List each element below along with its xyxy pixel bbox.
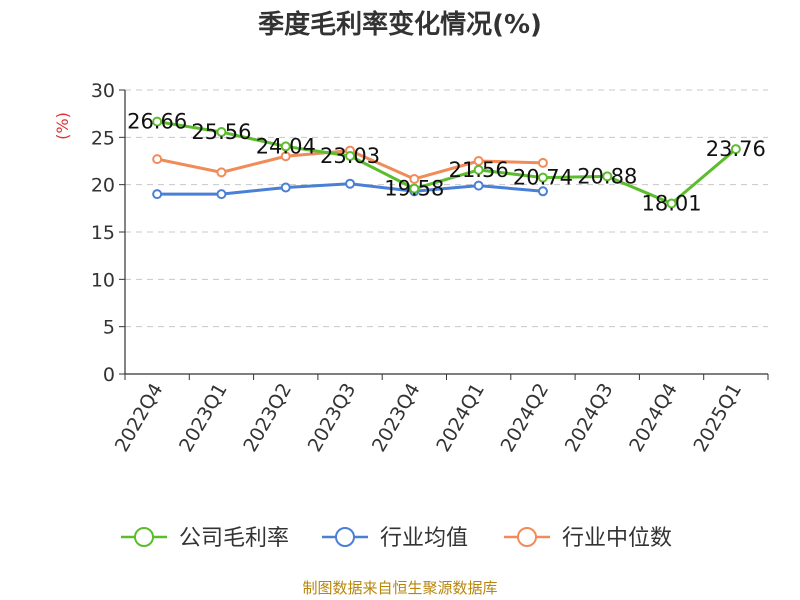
series-2-point-2023Q1: [216, 167, 227, 178]
data-label-2024Q3: 20.88: [577, 164, 637, 188]
series-1-point-2022Q4: [152, 189, 163, 200]
axes: [119, 89, 769, 380]
legend-item-0[interactable]: 公司毛利率: [121, 526, 289, 551]
legend-label-2: 行业中位数: [562, 526, 672, 551]
data-label-2023Q4: 19.58: [384, 177, 444, 201]
series-0-point-2024Q1: [473, 164, 484, 175]
series-1-point-2023Q3: [345, 178, 356, 189]
data-label-2024Q4: 18.01: [641, 192, 701, 216]
x-tick-label-2022Q4: 2022Q4: [111, 380, 168, 456]
series-0-point-2023Q3: [345, 150, 356, 161]
data-label-2025Q1: 23.76: [706, 137, 766, 161]
x-tick-label-2025Q1: 2025Q1: [689, 380, 746, 456]
source-note: 制图数据来自恒生聚源数据库: [302, 579, 497, 597]
y-tick-label-10: 10: [91, 269, 115, 291]
x-tick-label-2023Q3: 2023Q3: [304, 380, 361, 456]
x-tick-label-2024Q1: 2024Q1: [432, 380, 489, 456]
y-tick-labels: 0 5 10 15 20 25 30: [91, 80, 115, 386]
x-tick-label-2024Q2: 2024Q2: [497, 380, 554, 456]
data-label-2024Q1: 21.56: [449, 158, 509, 182]
data-label-2024Q2: 20.74: [513, 166, 573, 190]
series-0-point-2025Q1: [730, 144, 741, 155]
series-2-point-2023Q4: [409, 173, 420, 184]
series-1-point-2023Q2: [280, 182, 291, 193]
data-label-2023Q2: 24.04: [256, 134, 316, 158]
chart-title: 季度毛利率变化情况(%): [258, 9, 542, 40]
x-tick-label-2024Q4: 2024Q4: [625, 380, 682, 456]
x-tick-label-2023Q4: 2023Q4: [368, 380, 425, 456]
legend-item-1[interactable]: 行业均值: [322, 526, 468, 551]
legend-label-1: 行业均值: [380, 526, 468, 551]
y-tick-label-30: 30: [91, 80, 115, 102]
series-0-point-2024Q4: [666, 198, 677, 209]
legend-marker-2: [517, 527, 537, 547]
series-0-point-2023Q2: [280, 141, 291, 152]
y-tick-label-20: 20: [91, 175, 115, 197]
y-tick-label-0: 0: [103, 364, 115, 386]
series-line-0: [156, 120, 737, 206]
series-1-point-2023Q1: [216, 189, 227, 200]
y-axis-label: (%): [53, 112, 72, 140]
y-tick-label-15: 15: [91, 222, 115, 244]
series-2-point-2024Q2: [537, 157, 548, 168]
legend-item-2[interactable]: 行业中位数: [504, 526, 672, 551]
legend-label-0: 公司毛利率: [179, 526, 289, 551]
legend-marker-1: [335, 527, 355, 547]
data-label-2023Q3: 23.03: [320, 144, 380, 168]
series-2-point-2022Q4: [152, 154, 163, 165]
y-tick-label-25: 25: [91, 127, 115, 149]
legend: 公司毛利率 行业均值 行业中位数: [121, 526, 672, 551]
series-group: [152, 116, 741, 209]
data-label-2023Q1: 25.56: [191, 120, 251, 144]
x-tick-label-2023Q2: 2023Q2: [239, 380, 296, 456]
series-1-point-2024Q2: [537, 186, 548, 197]
series-0-point-2023Q4: [409, 183, 420, 194]
legend-marker-0: [134, 527, 154, 547]
x-tick-label-2024Q3: 2024Q3: [561, 380, 618, 456]
data-label-2022Q4: 26.66: [127, 110, 187, 134]
series-1-point-2024Q1: [473, 180, 484, 191]
series-0-point-2024Q2: [537, 172, 548, 183]
y-tick-label-5: 5: [103, 317, 115, 339]
grid-lines: [125, 89, 768, 328]
x-tick-labels: 2022Q4 2023Q1 2023Q2 2023Q3 2023Q4 2024Q1 2024…: [111, 380, 746, 456]
series-0-point-2023Q1: [216, 127, 227, 138]
series-0-point-2024Q3: [602, 171, 613, 182]
series-0-point-2022Q4: [152, 116, 163, 127]
series-2-point-2023Q2: [280, 151, 291, 162]
x-tick-label-2023Q1: 2023Q1: [175, 380, 232, 456]
